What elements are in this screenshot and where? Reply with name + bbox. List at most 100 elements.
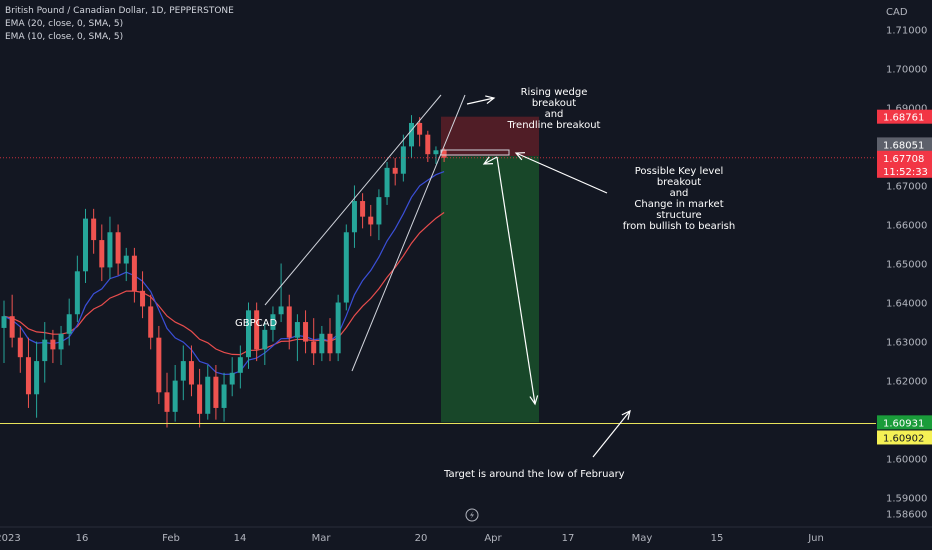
candle-body (343, 232, 349, 303)
target-arrow-head (529, 395, 539, 406)
candle-body (66, 314, 72, 334)
wedge-note-line2: and (544, 109, 564, 120)
candle-body (1, 316, 7, 328)
candle (351, 185, 357, 248)
price-tick-label: 1.70000 (886, 64, 927, 75)
candle-body (156, 337, 162, 393)
candle (303, 310, 309, 354)
candle-body (286, 306, 292, 338)
wedge-upper-line (264, 94, 442, 306)
symbol-title[interactable]: British Pound / Canadian Dollar, 1D, PEP… (5, 6, 234, 16)
price-tick-label: 1.59000 (886, 494, 927, 505)
wedge-note: Rising wedge breakout and Trendline brea… (498, 87, 610, 131)
currency-label: CAD (886, 7, 908, 18)
key-level-small-arrow-head (482, 156, 494, 165)
candle (148, 294, 154, 350)
candle-body (319, 333, 325, 354)
key-level-small-arrow (482, 156, 498, 165)
ema20-legend[interactable]: EMA (20, close, 0, SMA, 5) (5, 19, 124, 29)
time-tick-label: Feb (162, 533, 180, 544)
price-tick-label: 1.69000 (886, 103, 927, 114)
candle (311, 318, 317, 365)
key-level-arrow (514, 152, 608, 194)
candle (425, 130, 431, 163)
key-level-box (440, 149, 510, 156)
candle-body (237, 357, 243, 373)
candle (58, 325, 64, 365)
candle (319, 325, 325, 362)
candle-body (205, 376, 211, 414)
candle-body (433, 150, 439, 155)
candle-body (148, 306, 154, 338)
candle-body (58, 333, 64, 350)
price-tag: 1.60931 (877, 415, 932, 430)
candle (83, 208, 88, 284)
candle-body (417, 122, 423, 135)
candle (262, 322, 268, 365)
candle (123, 247, 129, 282)
candle (400, 134, 406, 182)
price-tag-bg (877, 150, 932, 165)
candle-body (376, 197, 382, 225)
candle (294, 314, 300, 362)
candle-body (17, 337, 23, 358)
time-tick-label: 16 (76, 533, 89, 544)
price-tag-bg (877, 415, 932, 430)
candle (417, 117, 423, 147)
replay-icon[interactable] (465, 508, 479, 522)
candle (131, 247, 137, 303)
candle (327, 318, 333, 362)
candle (213, 364, 219, 420)
candle-body (107, 232, 113, 268)
target-note-arrow-shaft (592, 410, 631, 458)
candle-body (400, 146, 406, 174)
candle (197, 368, 203, 428)
candle (205, 364, 211, 420)
candle (221, 372, 227, 422)
candle-body (123, 255, 129, 264)
time-tick-label: 17 (562, 533, 575, 544)
candle-body (213, 376, 219, 408)
candle-body (384, 167, 390, 198)
candle (286, 294, 292, 350)
candle (384, 162, 390, 205)
price-tag-text: 1.60931 (883, 418, 924, 429)
candle-body (50, 339, 56, 350)
candle (91, 208, 97, 254)
candle-body (140, 290, 146, 307)
ema10-legend[interactable]: EMA (10, close, 0, SMA, 5) (5, 32, 124, 42)
candle (409, 115, 414, 159)
key-note-line2: and (669, 188, 689, 199)
candle-body (327, 333, 333, 354)
key-level-small-arrow-shaft (483, 156, 498, 165)
candle (180, 345, 186, 401)
candle-body (83, 218, 88, 272)
time-tick-label: 14 (234, 533, 247, 544)
candle-body (99, 240, 105, 268)
price-tag-text: 1.67708 (883, 154, 924, 165)
candle (172, 364, 178, 422)
price-tag: 11:52:33 (877, 163, 932, 178)
candle (392, 158, 398, 186)
time-tick-label: May (632, 533, 653, 544)
candle-body (409, 122, 414, 147)
candle-body (360, 201, 366, 217)
candle-body (25, 357, 31, 395)
price-tag: 1.60902 (877, 430, 932, 445)
candle (140, 271, 146, 319)
candle-body (368, 216, 374, 225)
price-tag-text: 1.68051 (883, 140, 924, 151)
price-tag-bg (877, 163, 932, 178)
candle (25, 337, 31, 408)
ema20-line (3, 212, 445, 356)
candle (107, 216, 113, 280)
key-note-line3: Change in market structure (634, 199, 724, 221)
key-note-line4: from bullish to bearish (622, 221, 736, 232)
candle-body (42, 339, 48, 362)
candle (50, 329, 56, 364)
take-profit-zone (441, 156, 539, 423)
price-tag-text: 1.68761 (883, 113, 924, 124)
price-tags: 1.68761 1.68051 1.67708 11:52:33 1.60931 1.60… (877, 109, 932, 445)
